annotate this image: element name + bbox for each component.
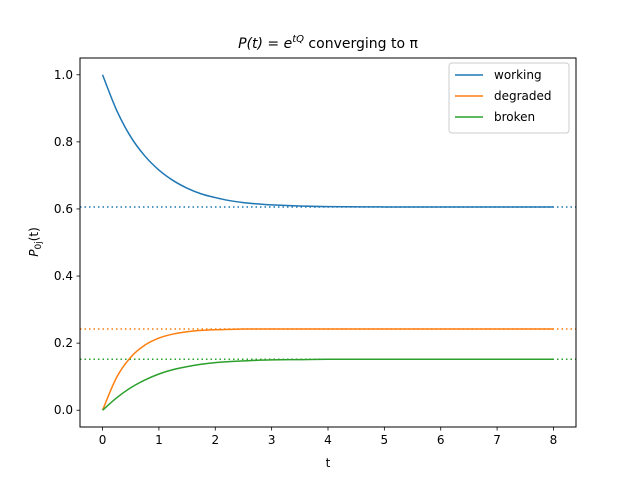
y-tick-label: 0.6: [54, 202, 73, 216]
legend: working degraded broken: [448, 62, 570, 134]
y-tick-label: 0.0: [54, 403, 73, 417]
x-tick-label: 2: [211, 433, 219, 447]
legend-label-working: working: [494, 68, 542, 82]
legend-label-broken: broken: [494, 110, 535, 124]
y-tick-label: 1.0: [54, 68, 73, 82]
x-tick-label: 1: [155, 433, 163, 447]
x-tick-label: 4: [324, 433, 332, 447]
legend-label-degraded: degraded: [494, 89, 552, 103]
series-lines: [101, 74, 554, 411]
x-tick-label: 3: [268, 433, 276, 447]
series-line-degraded: [101, 328, 554, 411]
y-tick-label: 0.4: [54, 269, 73, 283]
series-line-working: [101, 74, 554, 208]
legend-frame: [448, 62, 570, 134]
chart-title: P(t) = etQ converging to π: [238, 34, 418, 52]
y-tick-label: 0.8: [54, 135, 73, 149]
x-axis-ticks: 0 1 2 3 4 5 6 7 8: [99, 427, 558, 447]
x-tick-label: 5: [381, 433, 389, 447]
stationary-lines: [80, 206, 576, 360]
series-line-broken: [102, 358, 554, 411]
x-tick-label: 8: [550, 433, 558, 447]
x-tick-label: 7: [493, 433, 501, 447]
y-axis-ticks: 0.0 0.2 0.4 0.6 0.8 1.0: [54, 68, 80, 417]
x-tick-label: 6: [437, 433, 445, 447]
y-tick-label: 0.2: [54, 336, 73, 350]
x-tick-label: 0: [99, 433, 107, 447]
y-axis-label: P0j(t): [27, 227, 44, 257]
x-axis-label: t: [326, 456, 331, 470]
